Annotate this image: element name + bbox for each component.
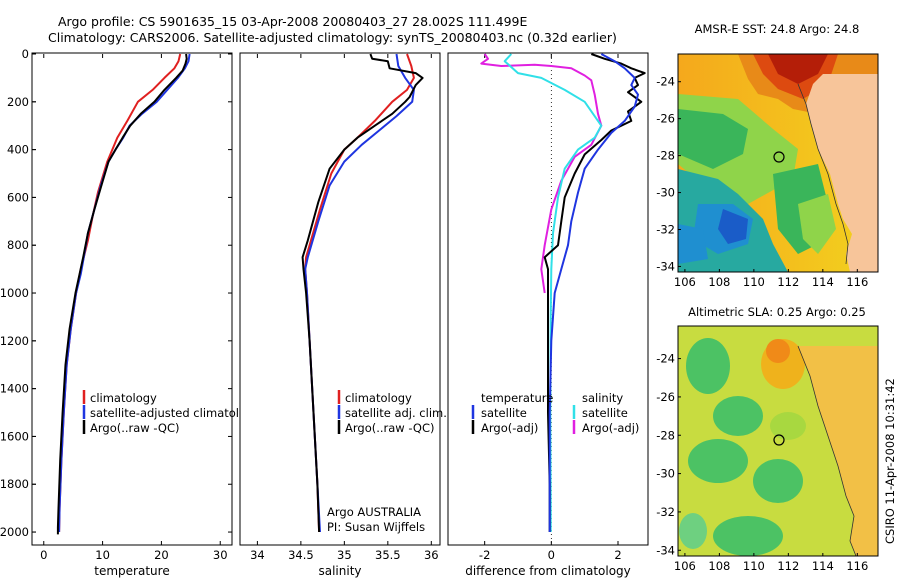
map-lat-label: -30 (656, 186, 675, 200)
x-tick-label: 10 (95, 548, 110, 562)
temperature-xlabel: temperature (94, 564, 169, 578)
sla-map-axes: 106 108 110 112 114 116 -24 -26 -28 -30 -32 -34 (656, 352, 868, 573)
legend-temp-argo-label: Argo(-adj) (481, 421, 538, 435)
map-lat-label: -26 (656, 112, 675, 126)
legend-satellite-label: satellite-adjusted climatology (90, 406, 260, 420)
salinity-xlabel: salinity (318, 564, 361, 578)
sst-map-title: AMSR-E SST: 24.8 Argo: 24.8 (695, 22, 860, 36)
depth-tick-label: 0 (22, 47, 29, 61)
depth-tick-label: 800 (7, 238, 29, 252)
legend-sal-satellite-label: satellite (582, 406, 628, 420)
map-lat-label: -26 (656, 390, 675, 404)
x-tick-label: 35.5 (375, 548, 401, 562)
map-lon-label: 110 (743, 559, 765, 573)
depth-tick-label: 1400 (0, 382, 29, 396)
map-lon-label: 106 (674, 559, 696, 573)
depth-tick-label: 1800 (0, 477, 29, 491)
depth-tick-label: 1600 (0, 429, 29, 443)
float-position-marker (773, 151, 785, 163)
sst-map: AMSR-E SST: 24.8 Argo: 24.8 106 108 110 112… (656, 22, 879, 289)
depth-tick-label: 200 (7, 95, 29, 109)
depth-tick-label: 400 (7, 143, 29, 157)
legend-salinity-heading: salinity (582, 391, 623, 405)
program-note: Argo AUSTRALIA (327, 505, 421, 519)
depth-tick-label: 1000 (0, 286, 29, 300)
x-tick-label: 0 (548, 548, 555, 562)
map-lon-label: 108 (708, 559, 730, 573)
difference-legend: temperature satellite Argo(-adj) salinit… (471, 391, 639, 435)
map-lon-label: 106 (674, 275, 696, 289)
depth-tick-label: 600 (7, 190, 29, 204)
difference-panel: -2 0 2 difference from climatology tempera… (447, 52, 649, 578)
header-title-line2: Climatology: CARS2006. Satellite-adjuste… (48, 30, 617, 45)
temperature-x-axis: 0 10 20 30 (40, 54, 228, 562)
map-lon-label: 116 (846, 559, 868, 573)
salinity-axes-box (239, 52, 441, 546)
legend-satellite-label: satellite adj. clim. (345, 406, 447, 420)
legend-climatology-label: climatology (345, 391, 412, 405)
map-lat-label: -24 (656, 352, 675, 366)
salinity-legend: climatology satellite adj. clim. Argo(..… (337, 390, 447, 435)
map-lon-label: 112 (777, 559, 799, 573)
temperature-axes-box (31, 52, 233, 546)
map-lat-label: -28 (656, 149, 675, 163)
x-tick-label: 35 (337, 548, 352, 562)
sst-map-image (678, 54, 878, 272)
salinity-series (301, 53, 424, 533)
sla-map-image (678, 326, 878, 556)
header-title-line1: Argo profile: CS 5901635_15 03-Apr-2008 … (58, 14, 527, 29)
legend-argo-label: Argo(..raw -QC) (90, 421, 180, 435)
series-line-argo (301, 53, 424, 533)
map-lat-label: -30 (656, 467, 675, 481)
x-tick-label: 20 (154, 548, 169, 562)
map-lon-label: 112 (777, 275, 799, 289)
depth-tick-label: 2000 (0, 525, 29, 539)
map-lat-label: -34 (656, 259, 675, 273)
legend-argo-label: Argo(..raw -QC) (345, 421, 435, 435)
legend-sal-argo-label: Argo(-adj) (582, 421, 639, 435)
map-lon-label: 114 (812, 275, 834, 289)
x-tick-label: 34.5 (288, 548, 314, 562)
legend-temperature-heading: temperature (481, 391, 553, 405)
map-lon-label: 110 (743, 275, 765, 289)
map-lat-label: -28 (656, 428, 675, 442)
float-position-marker (773, 434, 785, 446)
map-lat-label: -32 (656, 223, 675, 237)
x-tick-label: -2 (479, 548, 490, 562)
map-lat-label: -32 (656, 505, 675, 519)
map-lat-label: -24 (656, 75, 675, 89)
temperature-series (56, 53, 191, 535)
x-tick-label: 34 (250, 548, 265, 562)
x-tick-label: 36 (424, 548, 439, 562)
legend-temp-satellite-label: satellite (481, 406, 527, 420)
legend-climatology-label: climatology (90, 391, 157, 405)
map-lon-label: 108 (708, 275, 730, 289)
x-tick-label: 30 (213, 548, 228, 562)
sla-map-title: Altimetric SLA: 0.25 Argo: 0.25 (688, 305, 866, 319)
map-lon-label: 116 (846, 275, 868, 289)
temperature-legend: climatology satellite-adjusted climatolo… (82, 390, 260, 435)
series-line-temp_argo (543, 53, 646, 532)
x-tick-label: 2 (614, 548, 621, 562)
pi-note: PI: Susan Wijffels (327, 520, 425, 534)
difference-xlabel: difference from climatology (465, 564, 631, 578)
footer-stamp: CSIRO 11-Apr-2008 10:31:42 (883, 378, 897, 544)
series-line-sal_argo (480, 53, 603, 294)
depth-axis: 0 200 400 600 800 1000 1200 1400 1600 1800 2000 (0, 47, 648, 539)
series-line-temp_sat (548, 53, 639, 532)
map-lon-label: 114 (812, 559, 834, 573)
depth-tick-label: 1200 (0, 334, 29, 348)
x-tick-label: 0 (40, 548, 47, 562)
difference-series (480, 53, 646, 532)
salinity-panel: 34 34.5 35 35.5 36 salinity climatology sate… (239, 52, 447, 578)
sst-map-axes: 106 108 110 112 114 116 -24 -26 -28 -30 -32 -34 (656, 75, 868, 289)
sla-map: Altimetric SLA: 0.25 Argo: 0.25 106 108 11… (656, 305, 879, 573)
salinity-x-axis: 34 34.5 35 35.5 36 (250, 54, 439, 562)
map-lat-label: -34 (656, 543, 675, 557)
series-line-argo (56, 53, 188, 535)
